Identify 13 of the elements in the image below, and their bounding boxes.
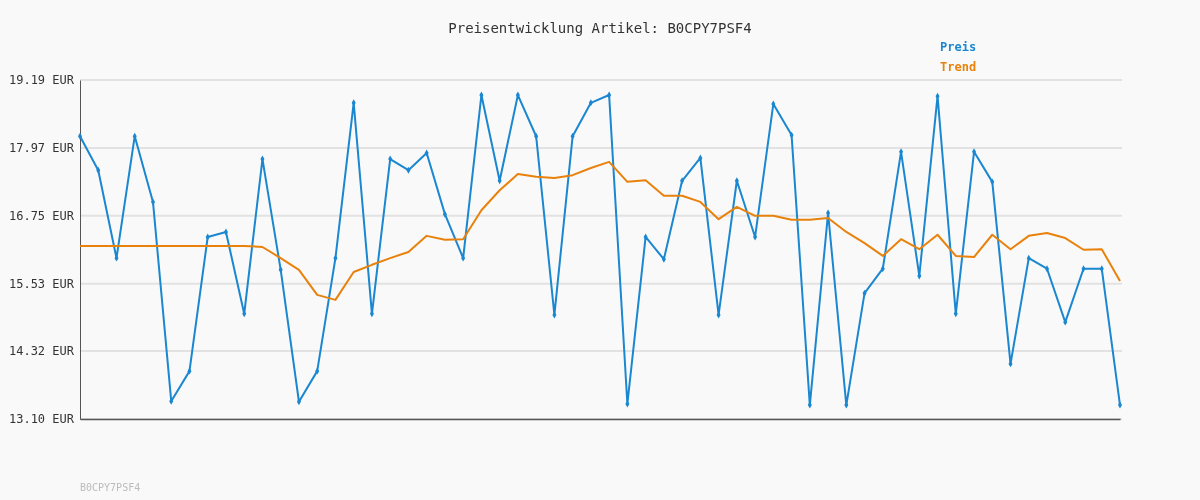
y-tick-label: 13.10 EUR (8, 412, 75, 427)
text: B0CPY7PSF4 (80, 482, 141, 493)
text: Preis (940, 40, 977, 54)
point (77, 132, 83, 140)
y-tick-label: 14.32 EUR (8, 344, 75, 359)
chart-title: Preisentwicklung Artikel: B0CPY7PSF4 (448, 20, 752, 36)
y-tick-label: 16.75 EUR (8, 209, 75, 224)
text: Trend (940, 60, 977, 74)
y-tick-label: 19.19 EUR (8, 73, 75, 88)
y-tick-label: 17.97 EUR (8, 141, 75, 156)
point (1117, 401, 1123, 409)
line-series (79, 160, 1121, 301)
y-tick-label: 15.53 EUR (8, 277, 75, 292)
